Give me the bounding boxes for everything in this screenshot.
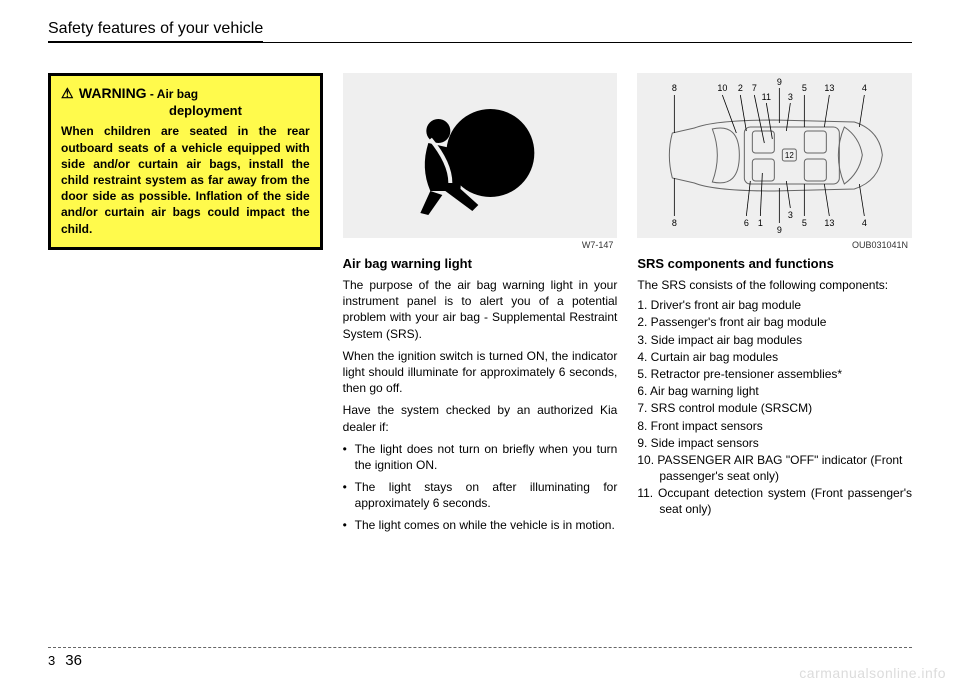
content-columns: ⚠ WARNING - Air bag deployment When chil…	[48, 73, 912, 540]
dl-top-11: 11	[762, 92, 771, 102]
airbag-p3: Have the system checked by an authorized…	[343, 402, 618, 434]
dl-center-12: 12	[785, 151, 794, 160]
dl-top-13: 13	[825, 83, 835, 93]
dl-top-7: 7	[752, 83, 757, 93]
column-3: 8 10 2 7 9 11 3 5 13 4 8 6	[637, 73, 912, 540]
srs-item-6: 6. Air bag warning light	[637, 383, 912, 399]
srs-heading: SRS components and functions	[637, 256, 912, 271]
airbag-p2: When the ignition switch is turned ON, t…	[343, 348, 618, 397]
bullet-1: The light does not turn on briefly when …	[355, 441, 618, 473]
bullet-3: The light comes on while the vehicle is …	[355, 517, 618, 533]
watermark: carmanualsonline.info	[799, 665, 946, 681]
srs-item-2: 2. Passenger's front air bag module	[637, 314, 912, 330]
dl-bot-9: 9	[777, 225, 782, 235]
warning-dash: -	[147, 87, 157, 101]
car-top-diagram: 8 10 2 7 9 11 3 5 13 4 8 6	[637, 73, 912, 238]
manual-page: Safety features of your vehicle ⚠ WARNIN…	[0, 0, 960, 689]
dl-top-9: 9	[777, 77, 782, 87]
airbag-icon	[343, 73, 618, 238]
dl-top-5: 5	[802, 83, 807, 93]
srs-item-9: 9. Side impact sensors	[637, 435, 912, 451]
airbag-figure	[343, 73, 618, 238]
warning-body: When children are seated in the rear out…	[61, 123, 310, 236]
warning-icon: ⚠	[61, 85, 74, 101]
warning-subject-1: Air bag	[157, 87, 198, 101]
srs-list: 1. Driver's front air bag module 2. Pass…	[637, 297, 912, 517]
airbag-p1: The purpose of the air bag warning light…	[343, 277, 618, 342]
srs-item-7: 7. SRS control module (SRSCM)	[637, 400, 912, 416]
airbag-heading: Air bag warning light	[343, 256, 618, 271]
dl-bot-3: 3	[788, 210, 793, 220]
dl-bot-5: 5	[802, 218, 807, 228]
dl-top-2: 2	[738, 83, 743, 93]
page-header: Safety features of your vehicle	[48, 20, 912, 43]
dl-bot-4: 4	[862, 218, 867, 228]
section-number: 3	[48, 653, 55, 668]
dl-top-4: 4	[862, 83, 867, 93]
warning-title-row: ⚠ WARNING - Air bag deployment	[61, 84, 310, 119]
airbag-bullets: The light does not turn on briefly when …	[343, 441, 618, 534]
dl-top-10: 10	[718, 83, 728, 93]
page-number: 3 36	[48, 648, 912, 669]
srs-item-11: 11. Occupant detection system (Front pas…	[637, 485, 912, 517]
dl-top-3: 3	[788, 92, 793, 102]
figure-label-2: OUB031041N	[637, 240, 912, 250]
warning-label: WARNING	[79, 85, 147, 101]
column-2: W7-147 Air bag warning light The purpose…	[343, 73, 618, 540]
column-1: ⚠ WARNING - Air bag deployment When chil…	[48, 73, 323, 540]
figure-label-1: W7-147	[343, 240, 618, 250]
warning-subject-2: deployment	[61, 103, 310, 120]
page-number-value: 36	[65, 652, 82, 669]
srs-item-8: 8. Front impact sensors	[637, 418, 912, 434]
dl-bot-8: 8	[672, 218, 677, 228]
dl-bot-6: 6	[744, 218, 749, 228]
dl-bot-1: 1	[758, 218, 763, 228]
warning-box: ⚠ WARNING - Air bag deployment When chil…	[48, 73, 323, 250]
dl-bot-13: 13	[825, 218, 835, 228]
srs-item-4: 4. Curtain air bag modules	[637, 349, 912, 365]
srs-item-1: 1. Driver's front air bag module	[637, 297, 912, 313]
srs-item-5: 5. Retractor pre-tensioner assemblies*	[637, 366, 912, 382]
page-footer: 3 36	[48, 647, 912, 669]
srs-figure: 8 10 2 7 9 11 3 5 13 4 8 6	[637, 73, 912, 238]
srs-item-10: 10. PASSENGER AIR BAG "OFF" indicator (F…	[637, 452, 912, 484]
dl-top-8: 8	[672, 83, 677, 93]
srs-intro: The SRS consists of the following compon…	[637, 277, 912, 293]
bullet-2: The light stays on after illuminating fo…	[355, 479, 618, 511]
header-title: Safety features of your vehicle	[48, 20, 263, 43]
srs-item-3: 3. Side impact air bag modules	[637, 332, 912, 348]
